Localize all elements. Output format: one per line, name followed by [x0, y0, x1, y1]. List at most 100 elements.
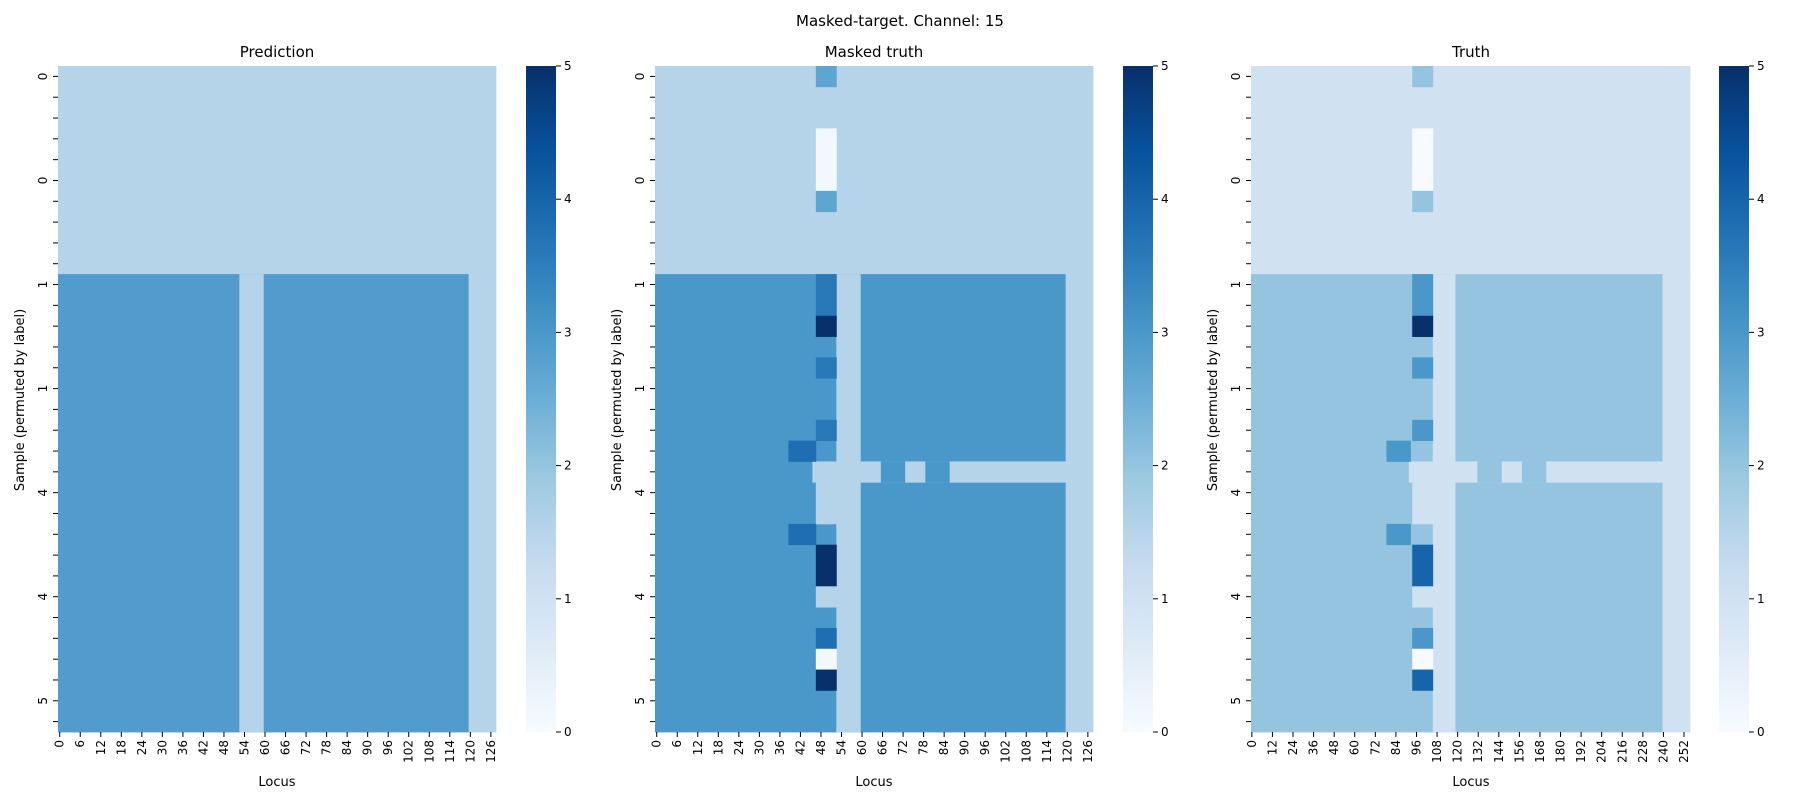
x-tick-label: 6 — [670, 740, 684, 748]
x-tick-label: 36 — [1307, 740, 1321, 755]
heatmap-cell-block — [1412, 128, 1434, 192]
y-tick-label: 0 — [633, 177, 647, 185]
panel-masked-truth: Masked truth 0 6 12 18 24 30 36 42 48 54 60 66 72 78 8… — [610, 43, 1169, 790]
heatmap-cell-block — [1412, 503, 1434, 525]
colorbar-ticks: 0 1 2 3 4 5 — [1153, 59, 1169, 739]
heatmap-cell-block — [815, 128, 837, 192]
colorbar-ticks: 0 1 2 3 4 5 — [1749, 59, 1765, 739]
panel-title: Truth — [1451, 43, 1490, 61]
heatmap-cell-block — [815, 419, 837, 442]
heatmap-cell-block — [1386, 523, 1411, 546]
heatmap-cell-block — [815, 274, 837, 317]
colorbar-tick-label: 5 — [564, 59, 572, 73]
y-tick-label: 1 — [633, 385, 647, 393]
x-tick-label: 180 — [1554, 740, 1568, 763]
x-tick-label: 0 — [1245, 740, 1259, 748]
x-tick-label: 30 — [155, 740, 169, 755]
colorbar — [526, 66, 556, 732]
y-tick-label: 0 — [1229, 177, 1243, 185]
x-tick-label: 60 — [855, 740, 869, 755]
x-tick-label: 72 — [1368, 740, 1382, 755]
x-tick-label: 108 — [1019, 740, 1033, 763]
heatmap-cell-block — [815, 66, 837, 88]
y-tick-label: 5 — [36, 697, 50, 705]
x-axis-label: Locus — [1452, 775, 1489, 790]
heatmap-cell-block — [815, 544, 837, 587]
colorbar-tick-label: 3 — [1757, 325, 1765, 339]
x-tick-label: 108 — [1430, 740, 1444, 763]
x-tick-label: 132 — [1471, 740, 1485, 763]
heatmap-cell-block — [815, 503, 837, 525]
x-tick-label: 12 — [1265, 740, 1279, 755]
x-tick-label: 120 — [1451, 740, 1465, 763]
x-tick-label: 168 — [1533, 740, 1547, 763]
y-tick-label: 0 — [36, 73, 50, 81]
x-axis-label: Locus — [258, 775, 295, 790]
x-tick-label: 48 — [1327, 740, 1341, 755]
colorbar-tick-label: 4 — [564, 192, 572, 206]
colorbar-tick-label: 3 — [564, 325, 572, 339]
colorbar-tick-label: 0 — [1757, 725, 1765, 739]
colorbar — [1719, 66, 1749, 732]
heatmap-cells — [1251, 66, 1691, 733]
x-tick-label: 144 — [1492, 740, 1506, 763]
heatmap-cell-block — [1386, 440, 1411, 462]
heatmap-cell-block — [1412, 586, 1434, 608]
heatmap-cell-block — [58, 66, 497, 275]
x-tick-label: 36 — [773, 740, 787, 755]
x-tick-label: 126 — [484, 740, 498, 763]
colorbar-tick-label: 1 — [1757, 592, 1765, 606]
heatmap-cell-block — [1412, 357, 1434, 379]
heatmap-cell-block — [815, 482, 837, 504]
figure-title: Masked-target. Channel: 15 — [796, 12, 1004, 30]
x-tick-label: 84 — [937, 740, 951, 755]
heatmap-cell-block — [1412, 419, 1434, 442]
heatmap-cell-block — [880, 461, 906, 483]
y-tick-label: 4 — [633, 593, 647, 601]
x-tick-label: 204 — [1595, 740, 1609, 763]
x-tick-label: 192 — [1574, 740, 1588, 763]
x-tick-label: 78 — [320, 740, 334, 755]
heatmap-cell-block — [1251, 66, 1691, 275]
x-tick-label: 216 — [1615, 740, 1629, 763]
y-tick-labels: 0 0 1 1 4 4 5 — [36, 73, 58, 723]
x-tick-label: 252 — [1677, 740, 1691, 763]
panel-title: Masked truth — [825, 43, 924, 61]
colorbar — [1123, 66, 1153, 732]
x-tick-label: 90 — [958, 740, 972, 755]
colorbar-tick-label: 1 — [564, 592, 572, 606]
heatmap-cell-block — [788, 440, 817, 462]
x-tick-label: 0 — [650, 740, 664, 748]
y-tick-label: 1 — [36, 385, 50, 393]
x-tick-label: 36 — [176, 740, 190, 755]
heatmap-cells — [58, 66, 497, 733]
x-tick-label: 72 — [299, 740, 313, 755]
x-tick-label: 84 — [340, 740, 354, 755]
y-tick-labels: 0 0 1 1 4 4 5 — [633, 73, 655, 723]
colorbar-tick-label: 2 — [564, 459, 572, 473]
y-tick-label: 1 — [1229, 281, 1243, 289]
colorbar-ticks: 0 1 2 3 4 5 — [556, 59, 572, 739]
x-tick-label: 48 — [814, 740, 828, 755]
y-tick-label: 5 — [1229, 697, 1243, 705]
y-tick-label: 1 — [36, 281, 50, 289]
heatmap-cell-block — [1432, 274, 1456, 733]
y-tick-label: 4 — [1229, 593, 1243, 601]
heatmap-cell-block — [815, 190, 837, 213]
x-tick-label: 24 — [135, 740, 149, 755]
y-tick-label: 4 — [633, 489, 647, 497]
heatmap-cell-block — [836, 274, 861, 733]
x-tick-label: 42 — [196, 740, 210, 755]
y-tick-label: 1 — [1229, 385, 1243, 393]
colorbar-tick-label: 3 — [1161, 325, 1169, 339]
y-tick-label: 0 — [36, 177, 50, 185]
x-tick-label: 60 — [1348, 740, 1362, 755]
colorbar-tick-label: 0 — [1161, 725, 1169, 739]
x-tick-label: 102 — [999, 740, 1013, 763]
x-tick-label: 48 — [217, 740, 231, 755]
x-tick-label: 90 — [361, 740, 375, 755]
y-axis-label: Sample (permuted by label) — [1206, 309, 1221, 491]
heatmap-cell-block — [815, 315, 837, 337]
heatmap-cell-block — [1412, 482, 1434, 504]
heatmap-cell-block — [925, 461, 950, 483]
